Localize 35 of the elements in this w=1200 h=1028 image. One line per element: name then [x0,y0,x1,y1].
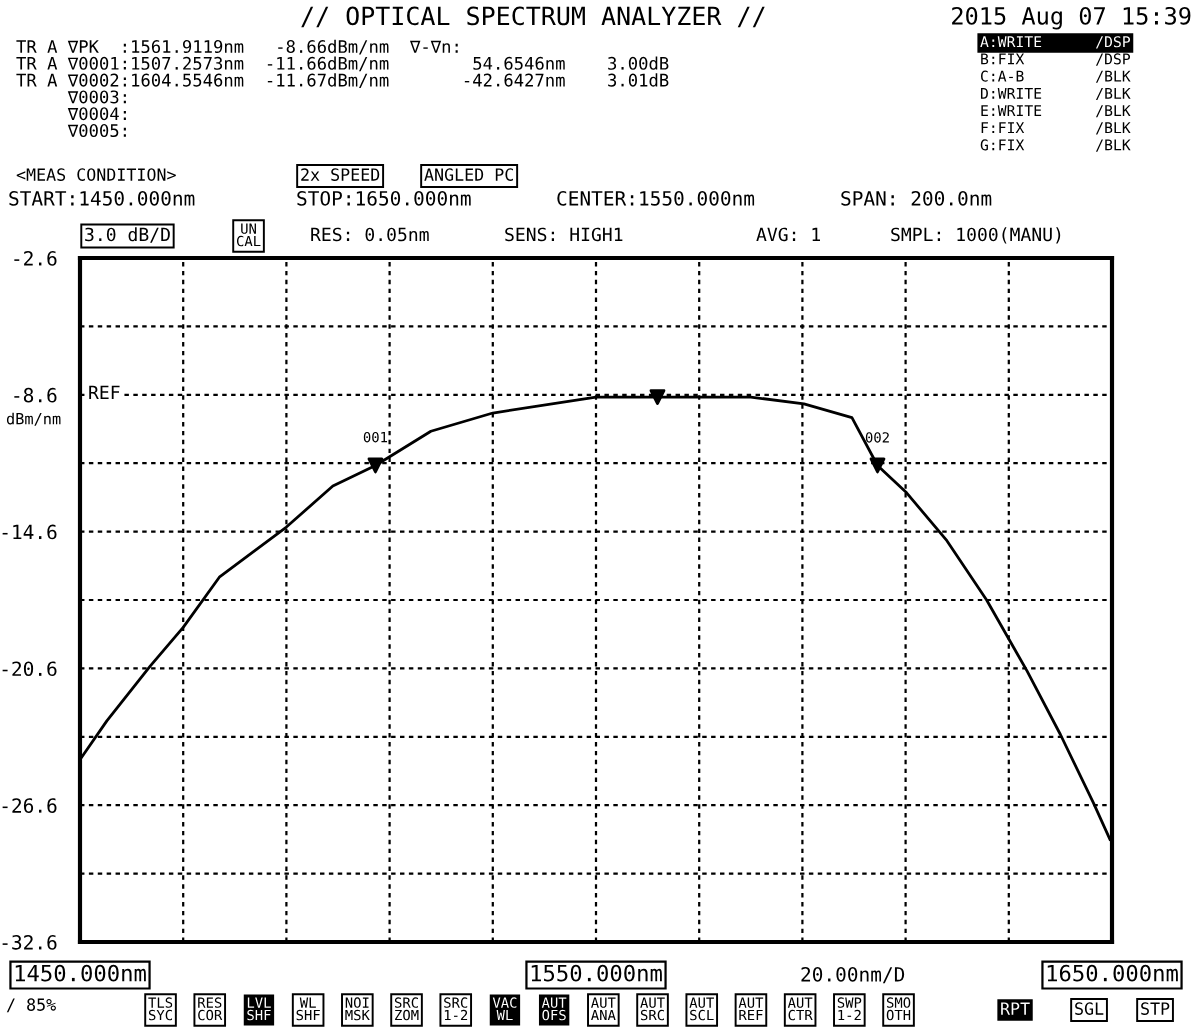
text: <MEAS CONDITION> [16,168,176,181]
text: SENS: HIGH1 [505,227,623,242]
text: SGL [1075,1002,1104,1015]
text: STP [1141,1002,1170,1015]
text: STOP:1650.000nm [297,190,471,206]
y-tick-label: -14.6 [2,524,57,540]
text: ∇0004: [67,107,126,121]
y-tick-label: -20.6 [2,661,57,677]
text: ANGLED PC [424,168,514,181]
annotation: REF [89,385,120,400]
text: TR A ∇0002:1604.5546nm -11.67dBm/nm -42.6427nm 3.01dB [16,73,669,88]
text: / 85% [6,998,56,1013]
x-tick-label: 1650.000nm [1047,964,1178,982]
chart-subtitle: 2015 Aug 07 15:39 [952,6,1191,30]
x-tick-label: 1550.000nm [531,964,662,982]
text: SMPL: 1000(MANU) [891,227,1061,244]
text: 20.00nm/D [801,966,905,984]
y-tick-label: -8.6 [14,387,57,403]
text: TR A ∇0001:1507.2573nm -11.66dBm/nm 54.6546nm 3.00dB [16,56,669,72]
y-tick-label: -26.6 [2,798,57,813]
text: ∇0005: [67,124,126,138]
text: RES: 0.05nm [311,227,429,242]
y-tick-label: -32.6 [2,935,57,950]
text: ∇0003: [67,90,126,104]
text: SPAN: 200.0nm [841,190,992,206]
text: 3.0 dB/D [85,227,170,243]
text: RPT [1001,1002,1030,1015]
chart-title: // OPTICAL SPECTRUM ANALYZER // [301,6,765,28]
text: START:1450.000nm [9,190,195,206]
text: TR A ∇PK :1561.9119nm -8.66dBm/nm ∇-∇n: [16,39,458,55]
text: CENTER:1550.000nm [557,190,755,206]
text: AVG: 1 [756,227,820,242]
x-tick-label: 1450.000nm [15,964,146,982]
text: 2x SPEED [301,168,380,181]
y-tick-label: -2.6 [14,251,57,266]
